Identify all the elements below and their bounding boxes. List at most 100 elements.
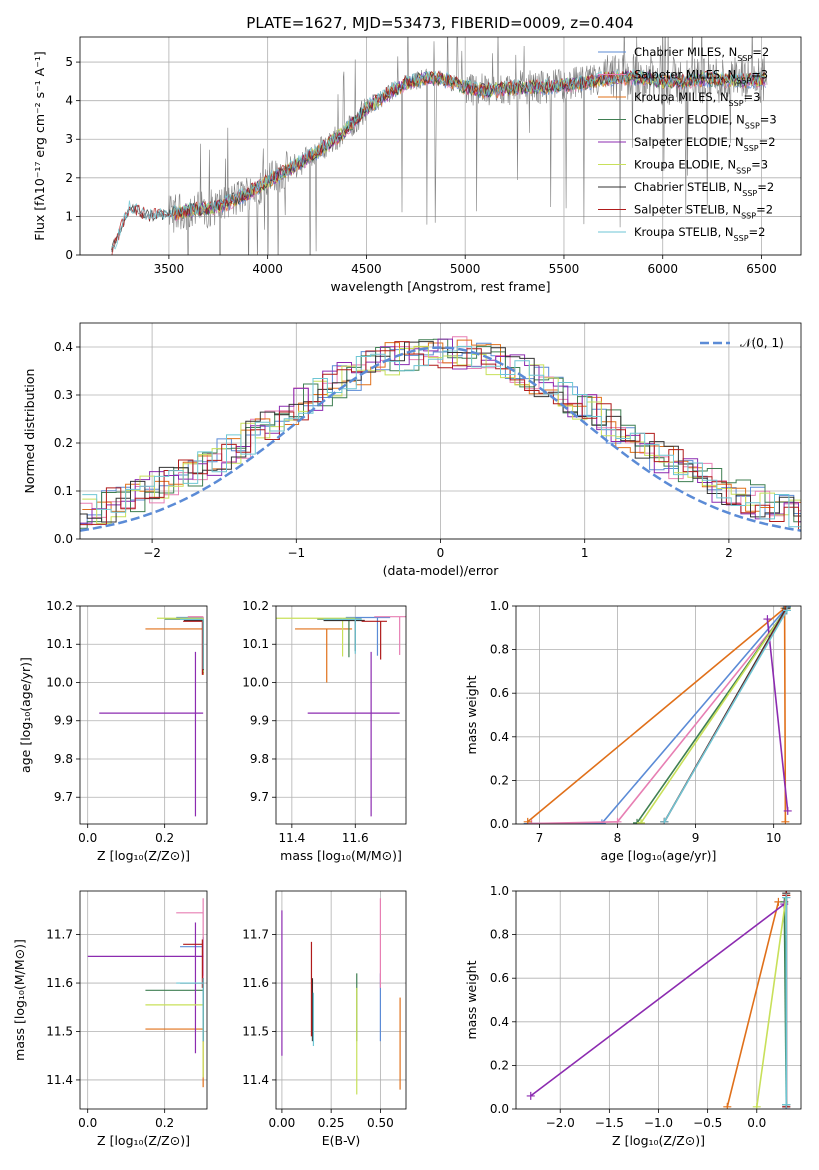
histogram-kroupa-elodie xyxy=(82,345,801,525)
x-tick-label: 4000 xyxy=(252,262,283,276)
y-tick-label: 0.1 xyxy=(54,484,73,498)
weight-point xyxy=(660,817,669,824)
x-tick-label: 4500 xyxy=(351,262,382,276)
y-tick-label: 9.8 xyxy=(250,752,269,766)
errorbar-kroupa-stelib xyxy=(176,978,204,1042)
axes-age_vs_Z: 0.0 0.2 9.7 9.8 9.9 10.0 10.1 10.2 Z [log₁₀(Z/Z⊙… xyxy=(18,599,208,863)
y-tick-label: 10.1 xyxy=(46,637,73,651)
x-tick-label: −2 xyxy=(143,546,161,560)
legend-subscript: SSP xyxy=(744,144,759,153)
weight-point xyxy=(752,1102,761,1109)
legend-subscript: SSP xyxy=(734,234,749,243)
errorbar-kroupa-elodie xyxy=(276,617,356,657)
plot-area-mass_vs_Z xyxy=(87,898,204,1088)
y-tick-label: 1 xyxy=(65,209,73,223)
x-tick-label: 6500 xyxy=(746,262,777,276)
y-tick-label: 9.9 xyxy=(54,714,73,728)
plot-area-age_vs_mass xyxy=(276,616,406,817)
legend-entry: 𝒩(0, 1) xyxy=(740,336,784,350)
y-tick-label: 0 xyxy=(65,248,73,262)
errorbar-salpeter-miles xyxy=(374,616,406,655)
y-tick-label: 11.7 xyxy=(46,928,73,942)
axes-frame xyxy=(79,322,802,540)
y-tick-label: 9.9 xyxy=(250,714,269,728)
plot-area-age_vs_Z xyxy=(99,616,204,817)
legend-nssp: =2 xyxy=(756,203,773,217)
x-tick-label: 6000 xyxy=(647,262,678,276)
legend-entry: Kroupa ELODIE, NSSP=3 xyxy=(634,158,768,176)
legend-entry: Kroupa STELIB, NSSP=2 xyxy=(634,225,765,243)
histogram-salpeter-elodie xyxy=(80,338,801,524)
y-axis-label: age [log₁₀(age/yr)] xyxy=(18,657,33,773)
errorbar-salpeter-stelib xyxy=(183,939,203,988)
x-axis-label: Z [log₁₀(Z/Z⊙)] xyxy=(612,1133,705,1148)
y-tick-label: 0.8 xyxy=(490,928,509,942)
axes-frame xyxy=(275,605,407,825)
y-tick-label: 0.0 xyxy=(490,817,509,831)
x-axis-label: E(B-V) xyxy=(322,1133,361,1148)
x-tick-label: 0.00 xyxy=(269,1116,296,1130)
y-tick-label: 0.3 xyxy=(54,388,73,402)
errorbar-kroupa-stelib xyxy=(180,618,204,670)
weight-line xyxy=(726,901,780,1107)
x-tick-label: 0.2 xyxy=(155,1116,174,1130)
y-tick-label: 0.6 xyxy=(490,686,509,700)
weight-point xyxy=(636,818,645,824)
x-axis-label: Z [log₁₀(Z/Z⊙)] xyxy=(97,848,190,863)
y-tick-label: 0.4 xyxy=(54,340,73,354)
y-tick-label: 9.7 xyxy=(250,790,269,804)
weight-point xyxy=(527,819,536,824)
x-tick-label: 0.25 xyxy=(318,1116,345,1130)
y-tick-label: 11.4 xyxy=(242,1073,269,1087)
x-tick-label: 9 xyxy=(692,831,700,845)
y-tick-label: 11.6 xyxy=(242,976,269,990)
x-axis-label: mass [log₁₀(M/M⊙)] xyxy=(280,848,402,863)
y-tick-label: 0.0 xyxy=(490,1102,509,1116)
legend-nssp: =3 xyxy=(760,113,777,127)
y-tick-label: 10.2 xyxy=(242,599,269,613)
weight-line xyxy=(756,895,788,1107)
axes-mass_vs_Z: 0.0 0.2 11.4 11.5 11.6 11.7 Z [log₁₀(Z/Z⊙)] mas… xyxy=(12,890,208,1148)
axes-frame xyxy=(79,890,208,1110)
x-tick-label: −0.5 xyxy=(693,1116,722,1130)
y-tick-label: 10.0 xyxy=(46,675,73,689)
legend-entry: Salpeter ELODIE, NSSP=2 xyxy=(634,135,776,153)
axes-spectrum: 3500 4000 4500 5000 5500 6000 6500 0 1 2 3 4 5 wavele… xyxy=(32,36,802,294)
y-tick-label: 1.0 xyxy=(490,599,509,613)
errorbar-salpeter-elodie xyxy=(99,651,204,817)
histogram-salpeter-stelib xyxy=(80,341,801,531)
x-tick-label: 11.6 xyxy=(342,831,369,845)
errorbar-salpeter-stelib xyxy=(361,620,387,660)
weight-point xyxy=(526,1091,535,1100)
x-tick-label: 0.50 xyxy=(367,1116,394,1130)
spectrum-model-kroupa-stelib xyxy=(111,68,766,250)
legend-subscript: SSP xyxy=(745,121,760,130)
y-tick-label: 1.0 xyxy=(490,884,509,898)
weight-point xyxy=(763,615,772,624)
legend-nssp: =2 xyxy=(759,135,776,149)
weight-point xyxy=(723,1102,732,1109)
legend-subscript: SSP xyxy=(736,76,751,85)
x-tick-label: −2.0 xyxy=(546,1116,575,1130)
legend-subscript: SSP xyxy=(729,99,744,108)
y-tick-label: 11.5 xyxy=(46,1024,73,1038)
y-tick-label: 11.5 xyxy=(242,1024,269,1038)
y-tick-label: 0.2 xyxy=(490,1058,509,1072)
y-tick-label: 0.2 xyxy=(54,436,73,450)
axes-frame xyxy=(515,890,802,1110)
residual-legend: 𝒩(0, 1) xyxy=(700,336,784,350)
x-tick-label: −1.5 xyxy=(595,1116,624,1130)
y-axis-label: mass weight xyxy=(464,960,479,1039)
y-tick-label: 5 xyxy=(65,55,73,69)
errorbar-chabrier-miles xyxy=(345,616,391,656)
errorbar-salpeter-miles xyxy=(176,898,204,986)
x-tick-label: 7 xyxy=(536,831,544,845)
weight-point xyxy=(523,817,532,824)
x-axis-label: (data-model)/error xyxy=(383,563,500,578)
y-tick-label: 0.2 xyxy=(490,773,509,787)
y-tick-label: 11.4 xyxy=(46,1073,73,1087)
weight-point xyxy=(613,817,622,824)
weight-line xyxy=(766,619,789,811)
